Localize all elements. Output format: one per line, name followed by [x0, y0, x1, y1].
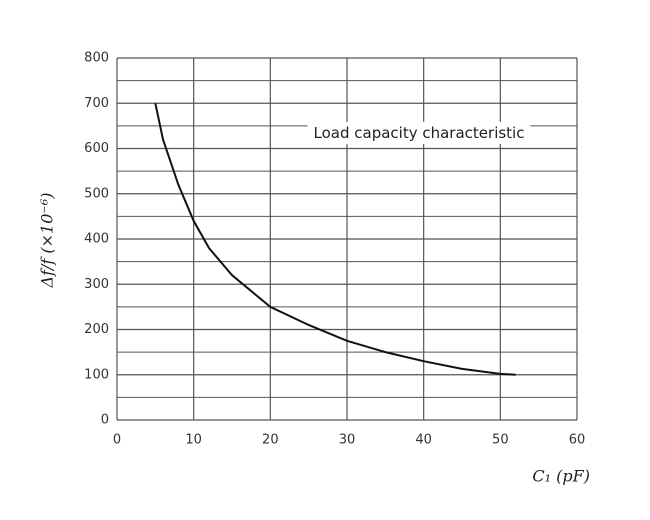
annotation-background	[307, 121, 531, 144]
y-tick-label: 800	[84, 51, 109, 66]
x-tick-label: 40	[415, 433, 432, 448]
y-tick-label: 100	[84, 367, 109, 382]
y-tick-label: 200	[84, 322, 109, 337]
x-tick-label: 20	[262, 433, 279, 448]
line	[154, 103, 516, 376]
annotation: Load capacity characteristic	[314, 124, 525, 142]
x-tick-label: 50	[492, 433, 509, 448]
y-tick-label: 300	[84, 277, 109, 292]
y-tick-label: 600	[84, 141, 109, 156]
y-tick-label: 500	[84, 186, 109, 201]
y-axis-label: Δf/f (×10⁻⁶)	[38, 193, 57, 289]
y-tick-label: 700	[84, 96, 109, 111]
x-tick-label: 60	[569, 433, 586, 448]
x-tick-label: 10	[185, 433, 202, 448]
y-tick-label: 400	[84, 232, 109, 247]
x-tick-label: 0	[113, 433, 121, 448]
x-tick-label: 30	[339, 433, 356, 448]
y-tick-label: 0	[101, 413, 109, 428]
x-axis-label: C₁ (pF)	[532, 467, 590, 486]
